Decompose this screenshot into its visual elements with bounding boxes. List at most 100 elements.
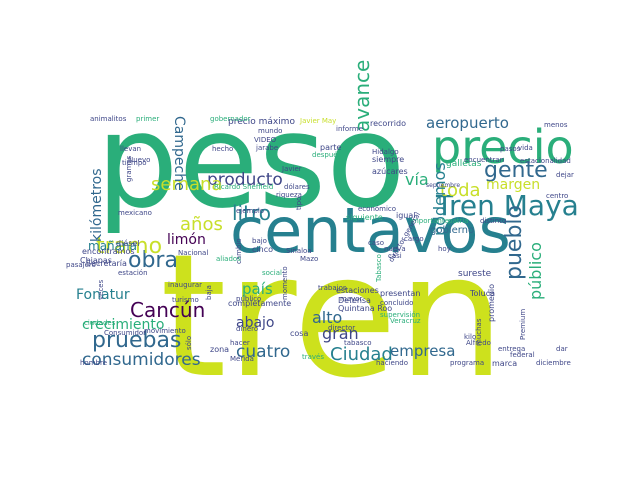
cloud-word: margen: [486, 177, 541, 193]
cloud-word: avance: [350, 59, 374, 132]
cloud-word: centavos: [230, 194, 511, 267]
cloud-word: kilo: [464, 333, 477, 341]
cloud-word: Cancún: [130, 298, 206, 322]
cloud-word: través: [302, 353, 325, 361]
cloud-word: peso: [96, 85, 406, 237]
cloud-word: septiembre: [426, 182, 461, 189]
cloud-word: bajo: [252, 237, 267, 245]
cloud-word: Nacional: [178, 249, 209, 257]
cloud-word: Fonatur: [76, 287, 130, 303]
cloud-word: entrega: [498, 345, 526, 353]
cloud-word: pruebas: [92, 328, 182, 353]
cloud-word: encontramos: [82, 247, 135, 256]
cloud-word: limón: [167, 232, 206, 248]
cloud-word: sureste: [458, 269, 492, 279]
cloud-word: económico: [358, 205, 397, 213]
cloud-word: completamente: [228, 299, 292, 308]
cloud-word: vía: [405, 170, 429, 189]
cloud-word: Toluca: [470, 289, 496, 298]
cloud-word: promedio: [487, 284, 496, 322]
cloud-word: galletas: [446, 159, 482, 169]
cloud-word: producto: [207, 170, 283, 190]
cloud-word: Sinaloa: [286, 247, 312, 255]
cloud-word: supervisión: [380, 311, 421, 319]
cloud-word: empresa: [390, 342, 456, 360]
cloud-word: inaugurar: [168, 281, 203, 289]
cloud-word: precio: [432, 120, 574, 174]
cloud-word: Tabasco: [375, 254, 383, 282]
cloud-word: programa: [450, 359, 485, 367]
cloud-word: dólares: [284, 183, 310, 191]
cloud-word: Ciudad: [330, 344, 393, 365]
cloud-word: crecimiento: [82, 317, 165, 333]
cloud-word: trabajos: [318, 284, 347, 292]
cloud-word: VIDEO: [254, 136, 277, 144]
cloud-word: Consumidor: [104, 329, 147, 337]
cloud-word: litro: [232, 201, 271, 225]
cloud-word: Veracruz: [390, 317, 421, 325]
cloud-word: presentan: [380, 289, 421, 298]
cloud-word: Mérida: [230, 355, 254, 363]
cloud-word: precio máximo: [228, 117, 295, 127]
cloud-word: llevan: [120, 145, 142, 153]
cloud-word: veces: [97, 279, 105, 300]
cloud-word: tabasco: [344, 339, 372, 347]
cloud-word: mañana: [88, 239, 137, 253]
cloud-word: primer: [136, 115, 160, 123]
cloud-word: Javier: [282, 165, 302, 173]
cloud-word: caso: [368, 239, 385, 247]
cloud-word: concluido: [380, 299, 414, 307]
cloud-word: aliados: [216, 255, 241, 263]
cloud-word: igual: [396, 211, 416, 220]
cloud-word: Nuevo: [128, 156, 151, 164]
cloud-word: gobierno: [430, 225, 475, 236]
cloud-word: Mazo: [300, 255, 319, 263]
cloud-word: toda: [440, 180, 481, 201]
cloud-word: estaciones: [336, 286, 379, 295]
cloud-word: dinero: [236, 325, 259, 333]
cloud-word: estación: [118, 269, 148, 277]
cloud-word: Quintana Roo: [338, 304, 393, 313]
cloud-word: dejar: [556, 171, 574, 179]
cloud-word: parte: [320, 143, 342, 152]
cloud-word: Tren Maya: [436, 189, 579, 222]
cloud-word: director: [328, 324, 356, 332]
cloud-word: sólo: [185, 335, 193, 350]
cloud-word: pasajero: [66, 261, 96, 269]
cloud-word: consumidores: [82, 350, 201, 370]
cloud-word: Premium: [519, 308, 527, 340]
cloud-word: tipo: [295, 196, 303, 210]
cloud-word: recorrido: [370, 119, 406, 128]
cloud-word: dar: [556, 345, 568, 353]
cloud-word: siempre: [372, 155, 405, 164]
cloud-word: gente: [484, 158, 548, 183]
cloud-word: Secretaría: [86, 259, 127, 268]
cloud-word: hecho: [212, 145, 234, 153]
cloud-word: hombre: [80, 359, 108, 367]
cloud-word: Hidalgo: [372, 148, 399, 156]
cloud-word: tramo: [96, 234, 163, 259]
cloud-word: gramos: [125, 155, 133, 182]
cloud-word: Javier May: [300, 117, 337, 125]
cloud-word: encuentran: [464, 156, 505, 164]
cloud-word: social: [262, 269, 282, 277]
cloud-word: turismo: [172, 296, 199, 304]
cloud-word: público: [526, 242, 545, 300]
cloud-word: vida: [518, 144, 533, 152]
cloud-word: hoy: [438, 245, 451, 253]
cloud-word: cinco: [252, 245, 273, 254]
cloud-word: obra: [128, 248, 178, 273]
cloud-word: centro: [546, 192, 569, 200]
cloud-word: cargo: [404, 235, 424, 243]
cloud-word: años: [180, 214, 223, 235]
cloud-word: gran: [322, 324, 359, 343]
cloud-word: Alfredo: [466, 339, 491, 347]
cloud-word: zona: [210, 345, 230, 354]
cloud-word: menos: [544, 121, 568, 129]
cloud-word: ciudades: [84, 319, 116, 327]
cloud-word: después: [312, 151, 342, 159]
cloud-word: tren: [160, 218, 506, 416]
cloud-word: cosa: [290, 329, 309, 338]
cloud-word: diciembre: [536, 359, 571, 367]
cloud-word: momento: [281, 266, 289, 300]
